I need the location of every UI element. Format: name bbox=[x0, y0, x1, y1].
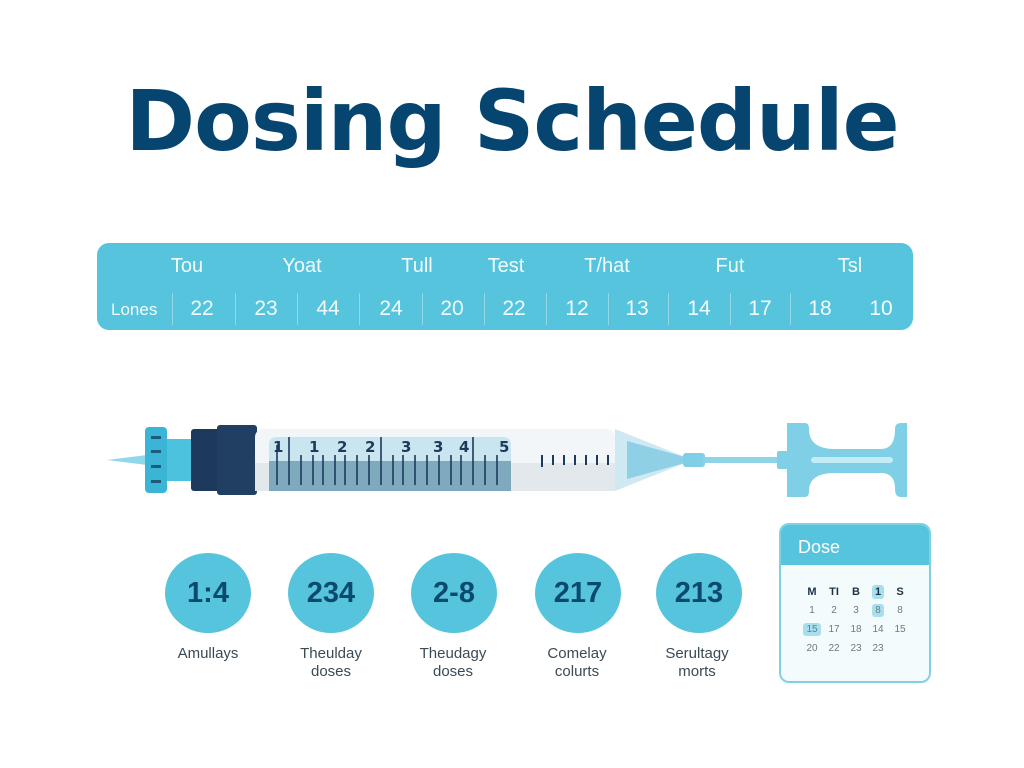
calendar-grid: M TI B 1 S 1 2 3 8 8 15 17 18 14 15 20 2… bbox=[801, 585, 911, 656]
day-of-week: 1 bbox=[867, 585, 889, 599]
schedule-value: 23 bbox=[254, 297, 278, 320]
calendar-day[interactable]: 23 bbox=[850, 643, 862, 654]
schedule-header: Fut bbox=[715, 255, 745, 277]
divider bbox=[484, 293, 485, 325]
svg-text:2: 2 bbox=[365, 438, 375, 456]
divider bbox=[608, 293, 609, 325]
schedule-value: 20 bbox=[440, 297, 464, 320]
stat-label: Serultagy morts bbox=[665, 645, 729, 680]
divider bbox=[422, 293, 423, 325]
calendar-day[interactable]: 2 bbox=[831, 605, 837, 616]
calendar-day-highlighted[interactable]: 8 bbox=[867, 604, 889, 618]
stat-label: Comelay colurts bbox=[547, 645, 607, 680]
schedule-value: 17 bbox=[748, 297, 772, 320]
divider bbox=[297, 293, 298, 325]
schedule-value: 22 bbox=[502, 297, 526, 320]
calendar-day[interactable]: 1 bbox=[809, 605, 815, 616]
calendar-day[interactable]: 23 bbox=[872, 643, 884, 654]
schedule-value: 18 bbox=[808, 297, 832, 320]
divider bbox=[668, 293, 669, 325]
schedule-value: 14 bbox=[687, 297, 711, 320]
calendar-day[interactable]: 18 bbox=[850, 624, 862, 635]
schedule-header: Test bbox=[487, 255, 525, 277]
svg-text:1: 1 bbox=[273, 438, 283, 456]
schedule-value: 13 bbox=[625, 297, 649, 320]
calendar-day[interactable]: 3 bbox=[853, 605, 859, 616]
svg-text:3: 3 bbox=[433, 438, 443, 456]
page-title: Dosing Schedule bbox=[125, 72, 899, 170]
schedule-bar: Tou Yoat Tull Test T/hat Fut Tsl Lones 2… bbox=[97, 243, 913, 330]
schedule-header: Tull bbox=[401, 255, 433, 277]
divider bbox=[172, 293, 173, 325]
stat-circle: 213 bbox=[656, 553, 742, 633]
calendar-day-highlighted[interactable]: 15 bbox=[801, 623, 823, 637]
schedule-value: 12 bbox=[565, 297, 589, 320]
divider bbox=[790, 293, 791, 325]
schedule-value: 44 bbox=[316, 297, 340, 320]
divider bbox=[235, 293, 236, 325]
dose-calendar: Dose M TI B 1 S 1 2 3 8 8 15 17 18 14 15… bbox=[779, 523, 931, 683]
day-of-week: M bbox=[807, 586, 817, 598]
schedule-row-label: Lones bbox=[111, 300, 158, 319]
schedule-header: Tou bbox=[170, 255, 204, 277]
svg-text:5: 5 bbox=[499, 438, 509, 456]
calendar-day[interactable]: 20 bbox=[806, 643, 818, 654]
syringe-illustration: 1 1 2 2 3 3 4 5 bbox=[107, 423, 907, 497]
day-of-week: TI bbox=[829, 586, 839, 598]
calendar-title: Dose bbox=[781, 525, 929, 565]
stat-circle: 234 bbox=[288, 553, 374, 633]
divider bbox=[359, 293, 360, 325]
needle-tip-icon bbox=[107, 455, 147, 465]
stat-label: Theudagy doses bbox=[419, 645, 487, 680]
schedule-value: 22 bbox=[190, 297, 214, 320]
stat-circle: 1:4 bbox=[165, 553, 251, 633]
day-of-week: B bbox=[852, 586, 860, 598]
svg-text:2: 2 bbox=[337, 438, 347, 456]
stat-label: Amullays bbox=[177, 645, 239, 662]
schedule-header: Yoat bbox=[282, 255, 322, 277]
schedule-header: Tsl bbox=[837, 255, 863, 277]
calendar-day[interactable]: 15 bbox=[894, 624, 906, 635]
calendar-day[interactable]: 14 bbox=[872, 624, 884, 635]
schedule-header: T/hat bbox=[584, 255, 630, 277]
schedule-value: 10 bbox=[869, 297, 893, 320]
calendar-day[interactable]: 17 bbox=[828, 624, 840, 635]
calendar-day[interactable]: 8 bbox=[897, 605, 903, 616]
svg-text:3: 3 bbox=[401, 438, 411, 456]
svg-text:1: 1 bbox=[309, 438, 319, 456]
stat-circle: 2-8 bbox=[411, 553, 497, 633]
day-of-week: S bbox=[896, 586, 904, 598]
svg-text:4: 4 bbox=[459, 438, 469, 456]
stat-label: Theulday doses bbox=[300, 645, 362, 680]
schedule-value: 24 bbox=[379, 297, 403, 320]
divider bbox=[730, 293, 731, 325]
stat-circle: 217 bbox=[535, 553, 621, 633]
calendar-day[interactable]: 22 bbox=[828, 643, 840, 654]
calendar-day bbox=[889, 642, 911, 656]
divider bbox=[546, 293, 547, 325]
